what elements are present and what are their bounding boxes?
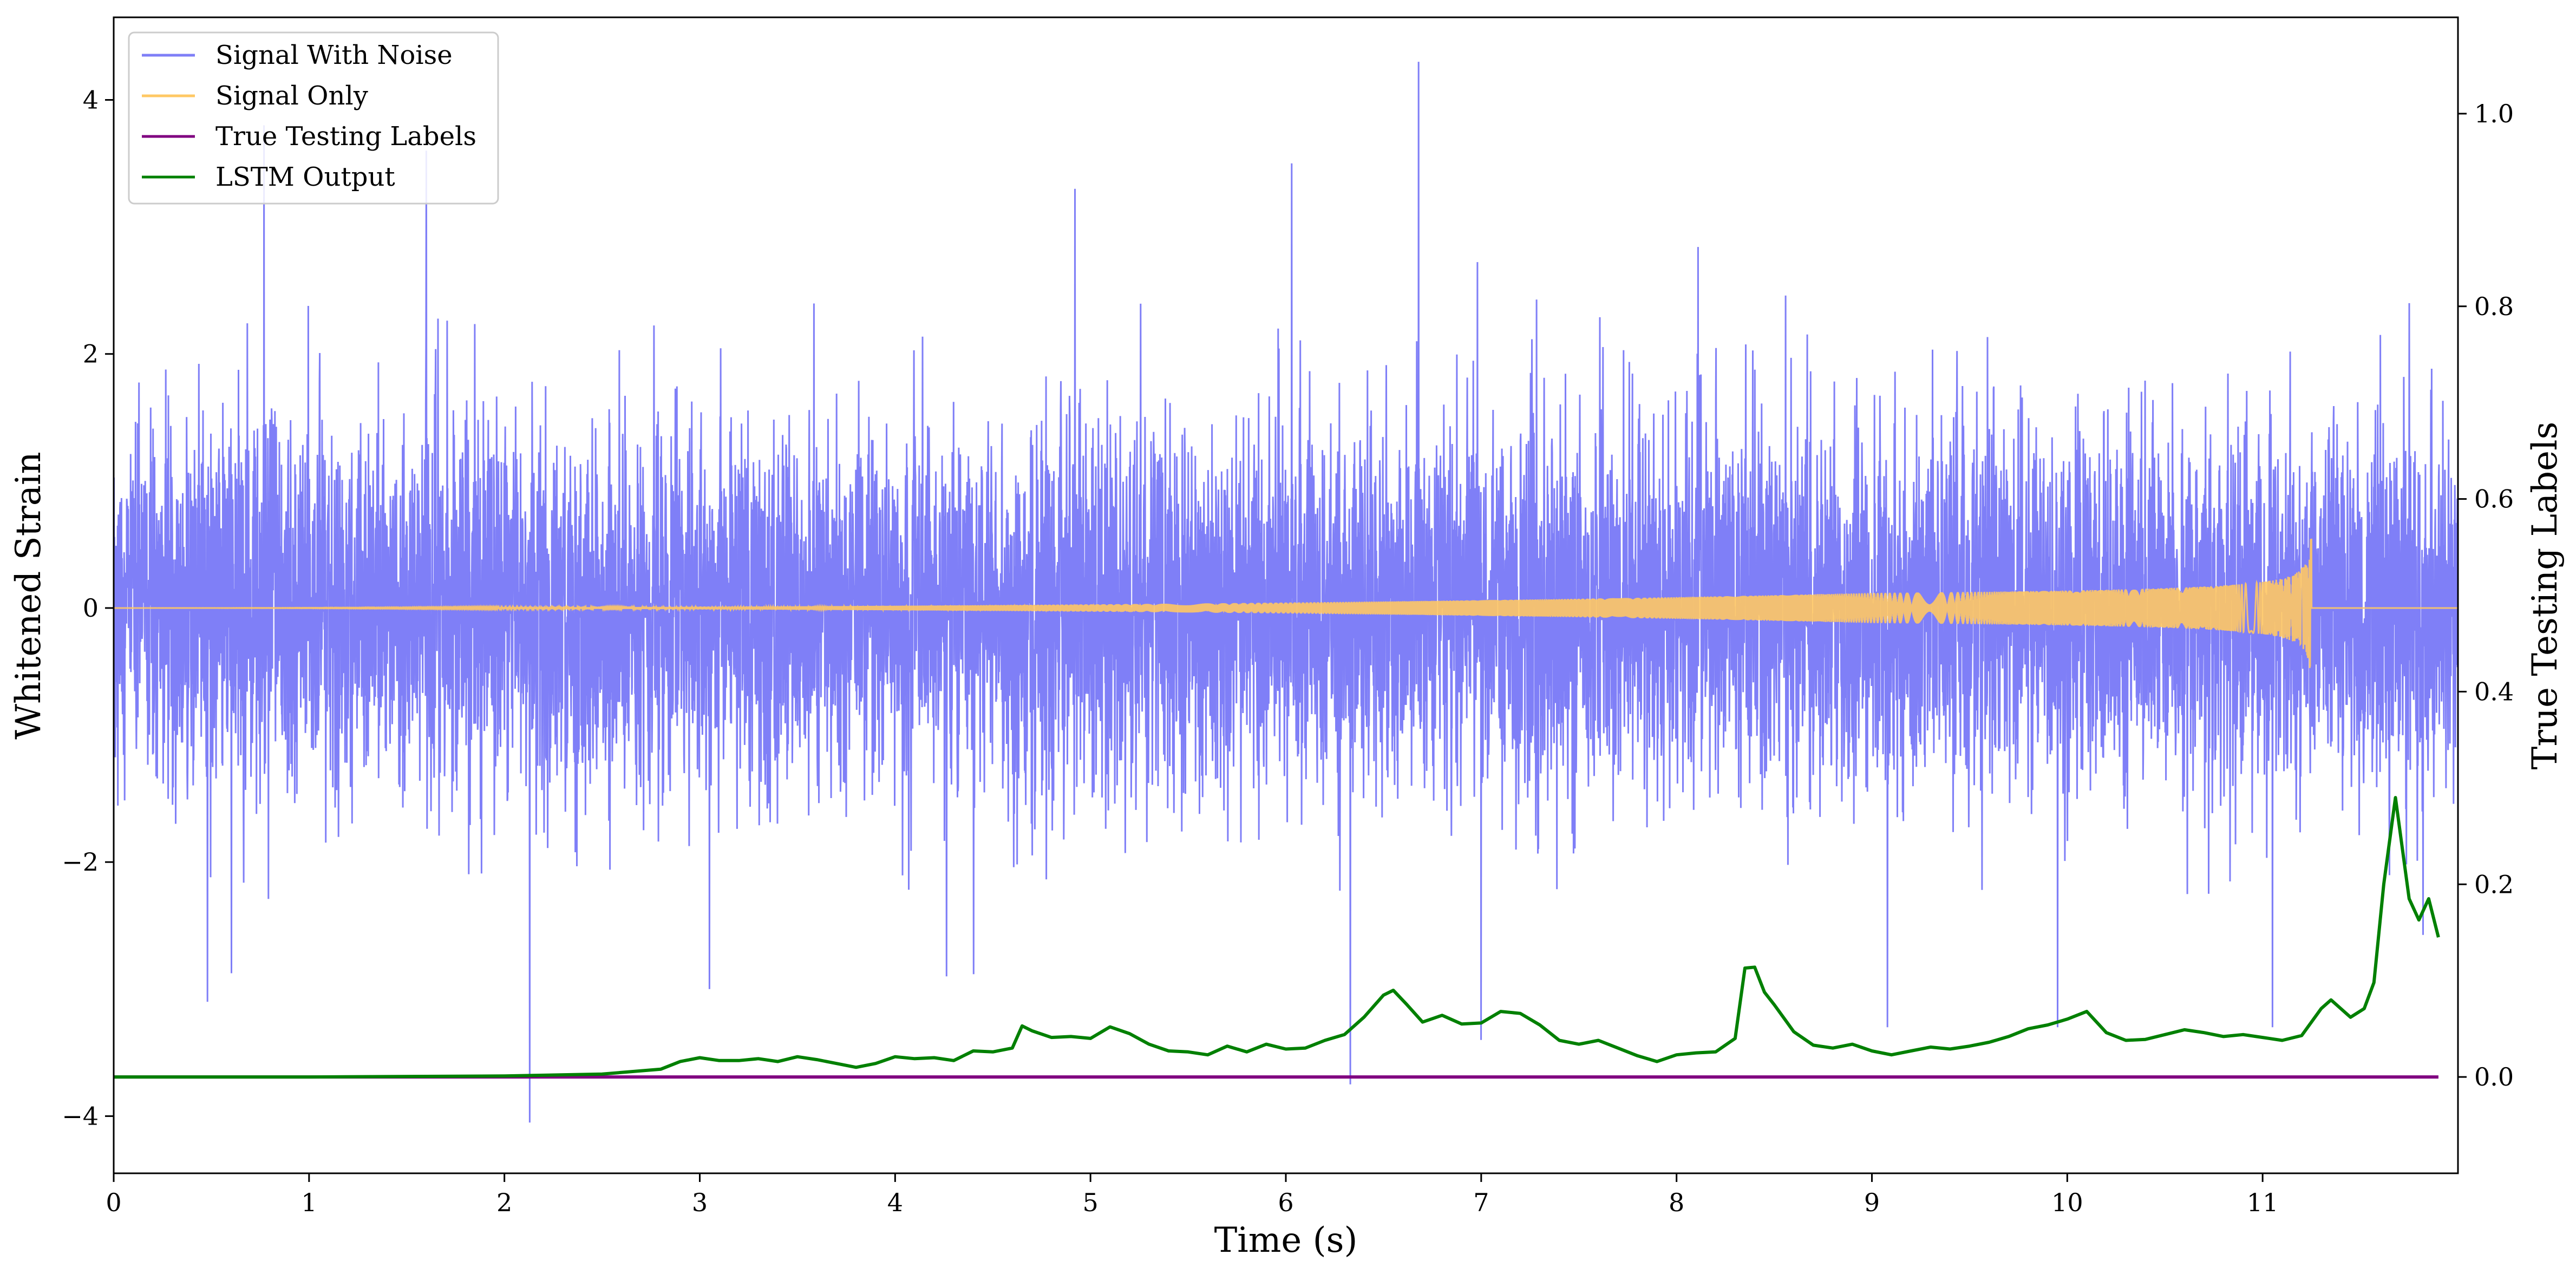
y-tick-label: 2	[83, 339, 99, 369]
y-tick-label: −2	[62, 847, 99, 877]
legend-label-lstm-output: LSTM Output	[215, 162, 395, 192]
lstm-output-line	[114, 796, 2440, 1079]
x-tick-label: 1	[301, 1188, 317, 1217]
y-axis-title: Whitened Strain	[9, 452, 49, 739]
plot-area	[114, 62, 2458, 1123]
legend: Signal With Noise Signal Only True Testi…	[128, 31, 499, 205]
x-tick-label: 9	[1864, 1188, 1880, 1217]
y-tick-label: 0	[83, 593, 99, 623]
y2-tick-label: 0.2	[2474, 870, 2514, 899]
y-axis-left: −4 −2 0 2 4	[62, 86, 114, 1131]
legend-label-signal-only: Signal Only	[215, 81, 368, 111]
y-axis-right: 0.0 0.2 0.4 0.6 0.8 1.0	[2458, 99, 2514, 1092]
x-tick-label: 0	[106, 1188, 121, 1217]
y2-tick-label: 0.4	[2474, 677, 2514, 706]
signal-only-line	[114, 538, 2458, 668]
y-tick-label: −4	[62, 1101, 99, 1131]
x-tick-label: 2	[496, 1188, 512, 1217]
x-tick-label: 3	[692, 1188, 708, 1217]
y2-tick-label: 0.6	[2474, 485, 2514, 514]
x-tick-label: 11	[2247, 1188, 2279, 1217]
legend-box	[128, 31, 499, 205]
signal-with-noise-line	[114, 62, 2458, 1123]
x-axis: 0 1 2 3 4 5 6 7 8 9 10 11	[106, 1173, 2278, 1217]
x-tick-label: 6	[1278, 1188, 1293, 1217]
x-tick-label: 8	[1669, 1188, 1684, 1217]
y2-tick-label: 0.0	[2474, 1062, 2514, 1092]
x-tick-label: 7	[1473, 1188, 1489, 1217]
y-tick-label: 4	[83, 86, 99, 115]
legend-label-true-testing-labels: True Testing Labels	[215, 121, 476, 152]
x-tick-label: 10	[2051, 1188, 2083, 1217]
x-axis-title: Time (s)	[1214, 1220, 1358, 1260]
x-tick-label: 5	[1083, 1188, 1099, 1217]
legend-label-signal-with-noise: Signal With Noise	[215, 40, 453, 70]
x-tick-label: 4	[887, 1188, 903, 1217]
y2-tick-label: 0.8	[2474, 292, 2514, 321]
y2-tick-label: 1.0	[2474, 99, 2514, 128]
y2-axis-title: True Testing Labels	[2525, 422, 2565, 770]
